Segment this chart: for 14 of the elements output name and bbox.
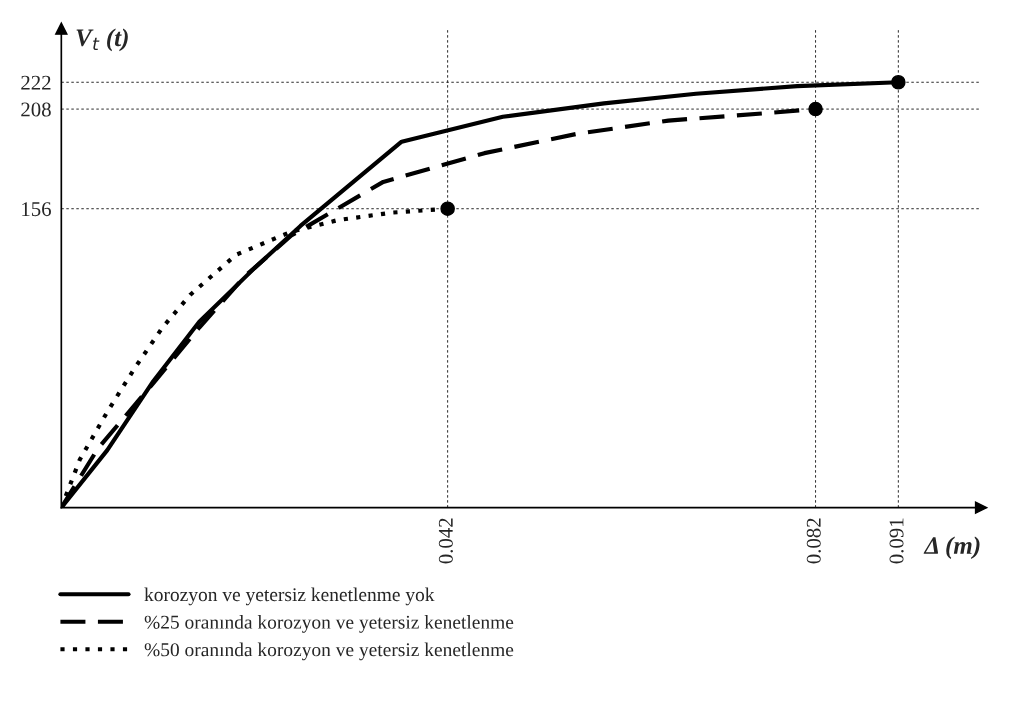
x-tick-label: 0.082 — [806, 518, 821, 564]
legend-label: %50 oranında korozyon ve yetersiz kenetlenme — [144, 642, 514, 661]
x-axis-title: Δ (m) — [923, 536, 980, 560]
y-axis-title: V$_{t}$ (t) — [76, 28, 128, 52]
point — [440, 201, 455, 217]
point — [808, 101, 823, 117]
y-tick-label: 156 — [22, 202, 51, 217]
legend-label: %25 oranında korozyon ve yetersiz kenetlenme — [144, 615, 514, 633]
y-tick-label: 208 — [21, 102, 51, 117]
x-tick-label: 0.042 — [438, 518, 453, 564]
y-tick-label: 222 — [21, 75, 51, 90]
x-tick-label: 0.091 — [889, 518, 904, 564]
legend-label: korozyon ve yetersiz kenetlenme yok — [144, 587, 435, 606]
point — [891, 74, 906, 90]
